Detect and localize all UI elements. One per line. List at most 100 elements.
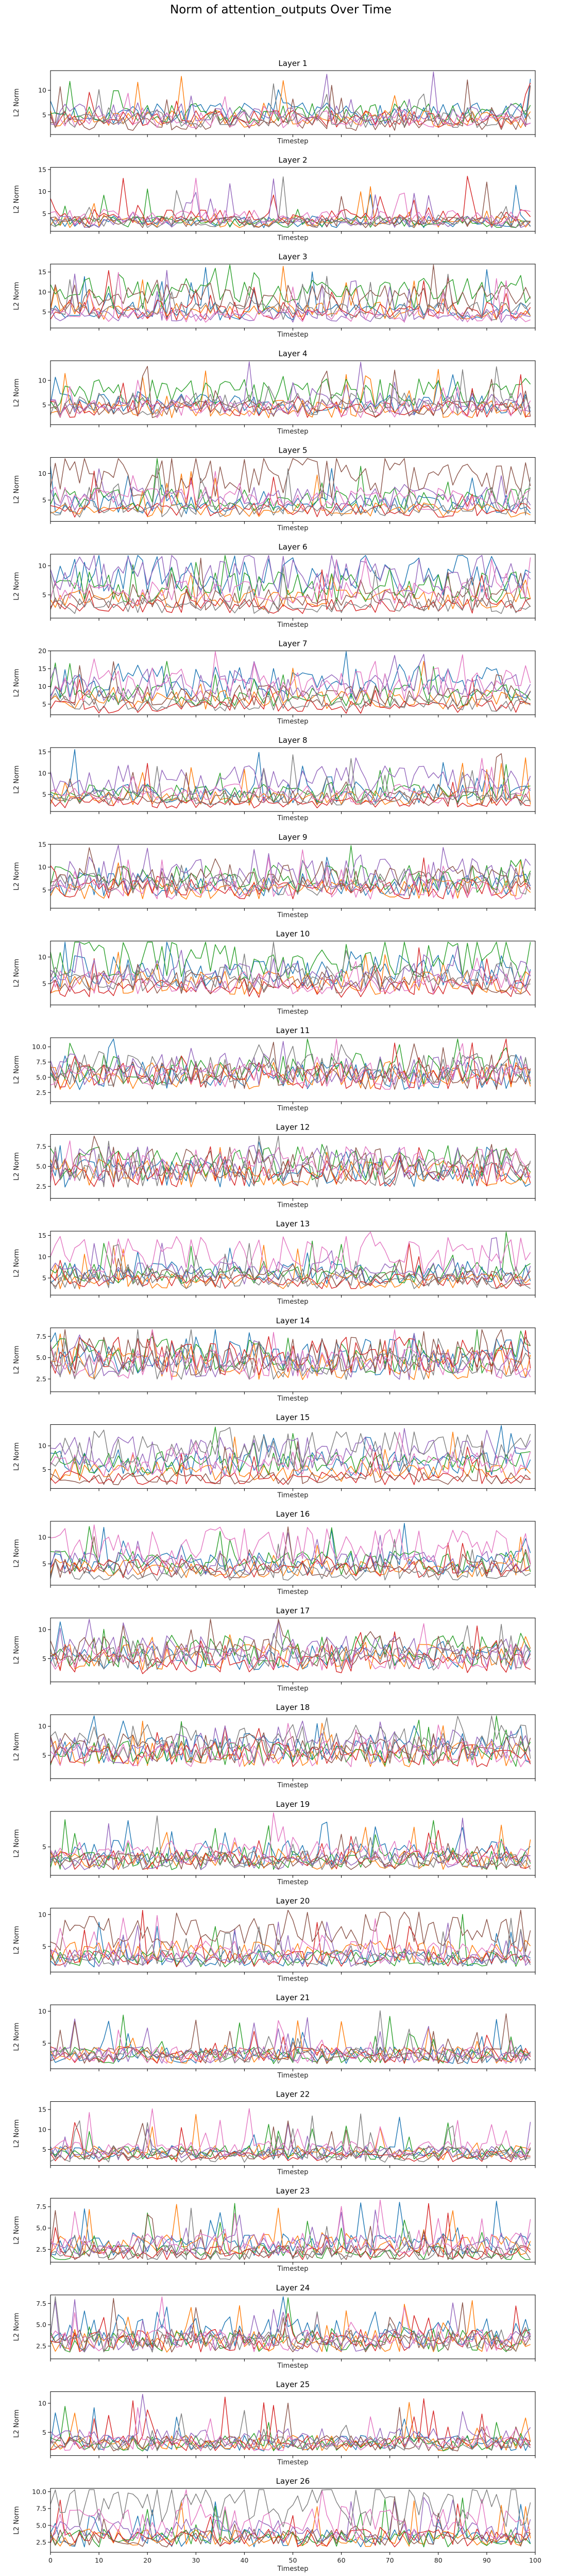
series-line bbox=[50, 93, 531, 128]
layer-panel: Layer 13 5 10 15 Timestep L2 Norm bbox=[13, 1219, 536, 1306]
series-line bbox=[50, 865, 531, 897]
series-line bbox=[50, 1329, 531, 1381]
series-line bbox=[50, 76, 531, 128]
y-tick-label: 7.5 bbox=[36, 2203, 46, 2211]
y-tick-label: 10 bbox=[38, 2125, 46, 2133]
y-axis-label: L2 Norm bbox=[13, 1345, 21, 1374]
series-lines bbox=[50, 2010, 531, 2064]
panel-title: Layer 11 bbox=[276, 1026, 310, 1035]
series-line bbox=[50, 176, 531, 228]
layer-panel: Layer 20 5 10 Timestep L2 Norm bbox=[13, 1896, 536, 1983]
series-line bbox=[50, 1921, 531, 1968]
y-tick-label: 7.5 bbox=[36, 1058, 46, 1066]
series-line bbox=[50, 1621, 531, 1670]
series-lines bbox=[50, 1812, 531, 1870]
series-line bbox=[50, 757, 531, 796]
series-line bbox=[50, 660, 531, 710]
y-tick-label: 5 bbox=[42, 980, 46, 988]
series-line bbox=[50, 661, 531, 707]
series-line bbox=[50, 1038, 531, 1085]
series-line bbox=[50, 1329, 531, 1375]
x-axis-label: Timestep bbox=[277, 1782, 309, 1789]
y-tick-label: 10 bbox=[38, 87, 46, 94]
series-line bbox=[50, 2407, 531, 2452]
y-tick-label: 5 bbox=[42, 496, 46, 504]
y-tick-label: 5 bbox=[42, 591, 46, 599]
series-line bbox=[50, 2017, 531, 2064]
series-line bbox=[50, 957, 531, 995]
x-axis-label: Timestep bbox=[277, 2362, 309, 2370]
y-axis-label: L2 Norm bbox=[13, 2022, 21, 2051]
layer-panel: Layer 26 2.5 5.0 7.5 10.0 0 10 20 30 40 50 60 70 80 90… bbox=[13, 2477, 541, 2573]
y-tick-label: 5.0 bbox=[36, 1162, 46, 1170]
x-tick-label: 100 bbox=[529, 2556, 541, 2564]
series-lines bbox=[50, 1135, 531, 1188]
series-line bbox=[50, 2204, 531, 2256]
series-line bbox=[50, 471, 531, 518]
panel-title: Layer 23 bbox=[276, 2186, 310, 2196]
series-line bbox=[50, 947, 531, 998]
y-tick-label: 5 bbox=[42, 1752, 46, 1759]
x-axis-label: Timestep bbox=[277, 1105, 309, 1112]
y-tick-label: 5 bbox=[42, 700, 46, 708]
panel-title: Layer 7 bbox=[278, 639, 307, 649]
x-tick-label: 60 bbox=[337, 2556, 346, 2564]
series-line bbox=[50, 941, 531, 992]
series-line bbox=[50, 1536, 531, 1578]
y-axis-label: L2 Norm bbox=[13, 1539, 21, 1567]
series-line bbox=[50, 2394, 531, 2448]
y-tick-label: 5 bbox=[42, 1942, 46, 1950]
panel-title: Layer 18 bbox=[276, 1703, 310, 1712]
series-line bbox=[50, 274, 531, 321]
series-line bbox=[50, 1232, 531, 1274]
y-axis-label: L2 Norm bbox=[13, 1249, 21, 1277]
figure-title: Norm of attention_outputs Over Time bbox=[170, 3, 392, 16]
x-axis-label: Timestep bbox=[277, 138, 309, 145]
y-axis-label: L2 Norm bbox=[13, 1829, 21, 1857]
series-line bbox=[50, 2201, 531, 2256]
series-line bbox=[50, 365, 531, 418]
series-line bbox=[50, 1135, 531, 1188]
series-line bbox=[50, 1061, 531, 1090]
y-tick-label: 5 bbox=[42, 2146, 46, 2153]
series-line bbox=[50, 2020, 531, 2064]
x-tick-label: 70 bbox=[386, 2556, 394, 2564]
y-tick-label: 5 bbox=[42, 791, 46, 799]
series-lines bbox=[50, 1038, 531, 1090]
series-line bbox=[50, 1625, 531, 1674]
y-axis-label: L2 Norm bbox=[13, 2409, 21, 2438]
series-line bbox=[50, 849, 531, 900]
x-axis-label: Timestep bbox=[277, 1008, 309, 1016]
layer-panel: Layer 21 5 10 Timestep L2 Norm bbox=[13, 1993, 536, 2080]
series-line bbox=[50, 2497, 531, 2544]
series-lines bbox=[50, 1232, 531, 1290]
series-line bbox=[50, 2010, 531, 2064]
y-tick-label: 10.0 bbox=[32, 2488, 46, 2496]
y-tick-label: 10 bbox=[38, 188, 46, 195]
y-tick-label: 10 bbox=[38, 2399, 46, 2407]
panel-title: Layer 26 bbox=[276, 2477, 310, 2486]
y-tick-label: 10.0 bbox=[32, 1043, 46, 1051]
series-line bbox=[50, 1038, 531, 1090]
series-lines bbox=[50, 2108, 531, 2163]
panel-title: Layer 17 bbox=[276, 1606, 310, 1616]
series-line bbox=[50, 2122, 531, 2160]
y-tick-label: 15 bbox=[38, 268, 46, 276]
panel-title: Layer 24 bbox=[276, 2283, 310, 2292]
x-axis-label: Timestep bbox=[277, 1879, 309, 1886]
x-tick-label: 90 bbox=[483, 2556, 491, 2564]
series-line bbox=[50, 1720, 531, 1767]
y-tick-label: 5.0 bbox=[36, 1354, 46, 1361]
y-axis-label: L2 Norm bbox=[13, 2119, 21, 2148]
series-line bbox=[50, 471, 531, 511]
series-line bbox=[50, 71, 531, 125]
y-tick-label: 5 bbox=[42, 111, 46, 119]
series-line bbox=[50, 468, 531, 518]
series-lines bbox=[50, 749, 531, 809]
x-axis-label: Timestep bbox=[277, 911, 309, 919]
series-line bbox=[50, 1624, 531, 1671]
y-axis-label: L2 Norm bbox=[13, 282, 21, 310]
series-line bbox=[50, 2296, 531, 2353]
y-tick-label: 5 bbox=[42, 1655, 46, 1663]
series-line bbox=[50, 1428, 531, 1471]
